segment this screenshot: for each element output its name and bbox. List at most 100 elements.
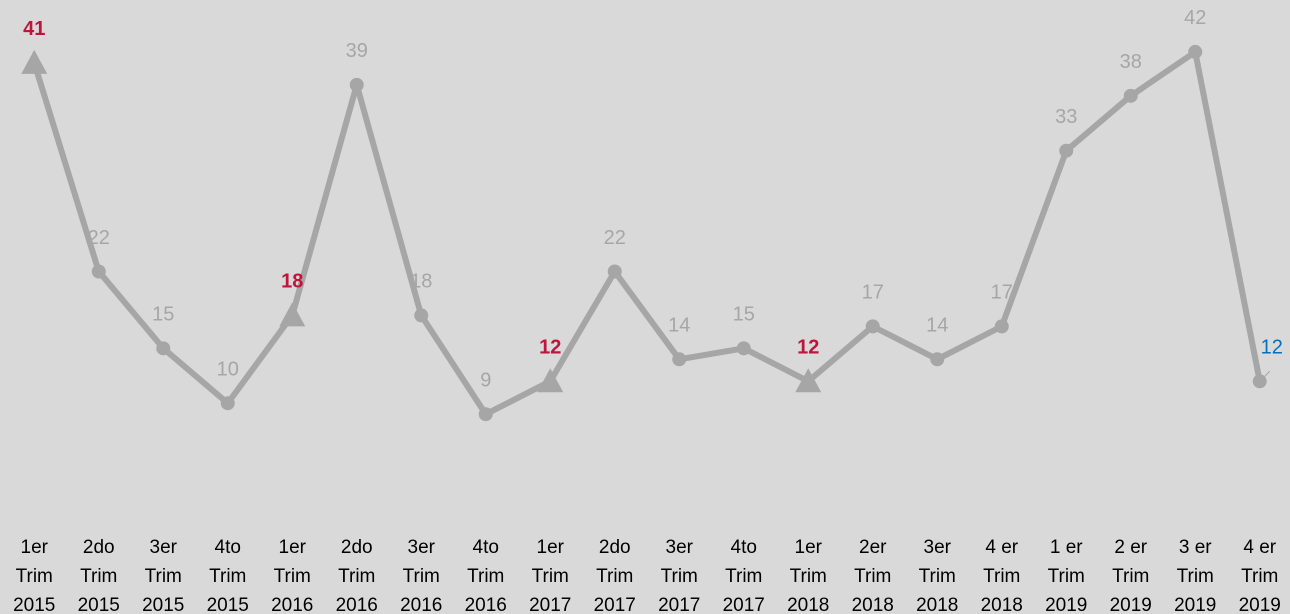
data-label: 15 [733, 304, 755, 326]
x-tick-label: 3er [150, 537, 178, 558]
data-label: 9 [480, 369, 491, 391]
x-tick-label: Trim [403, 566, 440, 587]
x-tick-label: 2015 [142, 595, 184, 614]
x-tick-label: 1er [795, 537, 823, 558]
data-label: 10 [217, 359, 239, 381]
x-tick-label: 2018 [916, 595, 958, 614]
data-label: 12 [1261, 337, 1283, 359]
data-label: 42 [1184, 7, 1206, 29]
x-tick-label: 2017 [529, 595, 571, 614]
data-label: 17 [862, 282, 884, 304]
data-label: 41 [23, 18, 45, 40]
marker [537, 368, 564, 393]
data-label: 18 [410, 271, 432, 293]
data-label: 18 [281, 271, 303, 293]
marker [930, 352, 945, 367]
data-label: 38 [1120, 51, 1142, 73]
marker [795, 368, 822, 393]
x-tick-label: 1 er [1050, 537, 1083, 558]
x-tick-label: Trim [790, 566, 827, 587]
x-tick-label: 2019 [1174, 595, 1216, 614]
marker [607, 264, 622, 279]
x-tick-label: 2do [599, 537, 631, 558]
x-tick-label: 2019 [1110, 595, 1152, 614]
x-tick-label: 1er [21, 537, 49, 558]
x-tick-label: 2016 [336, 595, 378, 614]
x-tick-label: Trim [532, 566, 569, 587]
x-tick-label: 2do [341, 537, 373, 558]
x-tick-label: 2do [83, 537, 115, 558]
x-tick-label: Trim [854, 566, 891, 587]
data-label: 22 [88, 227, 110, 249]
x-tick-label: Trim [725, 566, 762, 587]
x-tick-label: Trim [145, 566, 182, 587]
marker [1059, 143, 1074, 158]
x-tick-label: Trim [209, 566, 246, 587]
data-label: 17 [991, 282, 1013, 304]
x-tick-label: 2018 [787, 595, 829, 614]
data-label: 22 [604, 227, 626, 249]
x-tick-label: 3er [924, 537, 952, 558]
x-tick-label: 2017 [594, 595, 636, 614]
x-tick-label: Trim [1177, 566, 1214, 587]
x-tick-label: 2019 [1045, 595, 1087, 614]
x-tick-label: 2019 [1239, 595, 1281, 614]
x-tick-label: Trim [80, 566, 117, 587]
line [31, 48, 1263, 418]
x-tick-label: 4to [473, 537, 499, 558]
x-tick-label: 4 er [1243, 537, 1276, 558]
x-tick-label: 1er [279, 537, 307, 558]
data-label: 12 [539, 337, 561, 359]
marker [21, 49, 48, 74]
data-label: 33 [1055, 106, 1077, 128]
x-tick-label: 2016 [400, 595, 442, 614]
marker [220, 396, 235, 411]
x-tick-label: 2 er [1114, 537, 1147, 558]
data-label: 15 [152, 304, 174, 326]
x-tick-label: 3er [408, 537, 436, 558]
x-tick-label: Trim [467, 566, 504, 587]
x-tick-label: 2016 [465, 595, 507, 614]
x-tick-label: Trim [661, 566, 698, 587]
x-tick-label: 2015 [13, 595, 55, 614]
marker [672, 352, 687, 367]
x-tick-label: 2015 [207, 595, 249, 614]
x-tick-label: 3 er [1179, 537, 1212, 558]
data-label: 14 [926, 315, 948, 337]
x-tick-label: Trim [919, 566, 956, 587]
marker [865, 319, 880, 334]
marker [91, 264, 106, 279]
marker [994, 319, 1009, 334]
x-tick-label: 2018 [852, 595, 894, 614]
data-label: 39 [346, 40, 368, 62]
x-tick-label: Trim [338, 566, 375, 587]
data-label: 12 [797, 337, 819, 359]
x-tick-label: 4 er [985, 537, 1018, 558]
x-tick-label: Trim [1112, 566, 1149, 587]
x-tick-label: Trim [596, 566, 633, 587]
x-tick-label: 2015 [78, 595, 120, 614]
marker [1188, 44, 1203, 59]
marker [478, 407, 493, 422]
marker [1123, 88, 1138, 103]
marker [414, 308, 429, 323]
x-tick-label: 3er [666, 537, 694, 558]
x-tick-label: 2017 [658, 595, 700, 614]
x-tick-label: 4to [731, 537, 757, 558]
x-tick-label: 4to [215, 537, 241, 558]
x-tick-label: 2017 [723, 595, 765, 614]
marker [156, 341, 171, 356]
marker [736, 341, 751, 356]
x-tick-label: Trim [983, 566, 1020, 587]
x-tick-label: 1er [537, 537, 565, 558]
x-tick-label: 2016 [271, 595, 313, 614]
x-tick-label: 2018 [981, 595, 1023, 614]
marker [279, 302, 306, 327]
data-label: 14 [668, 315, 690, 337]
leader-line [1262, 370, 1271, 379]
x-tick-label: Trim [16, 566, 53, 587]
x-tick-label: Trim [274, 566, 311, 587]
x-tick-label: 2er [859, 537, 887, 558]
